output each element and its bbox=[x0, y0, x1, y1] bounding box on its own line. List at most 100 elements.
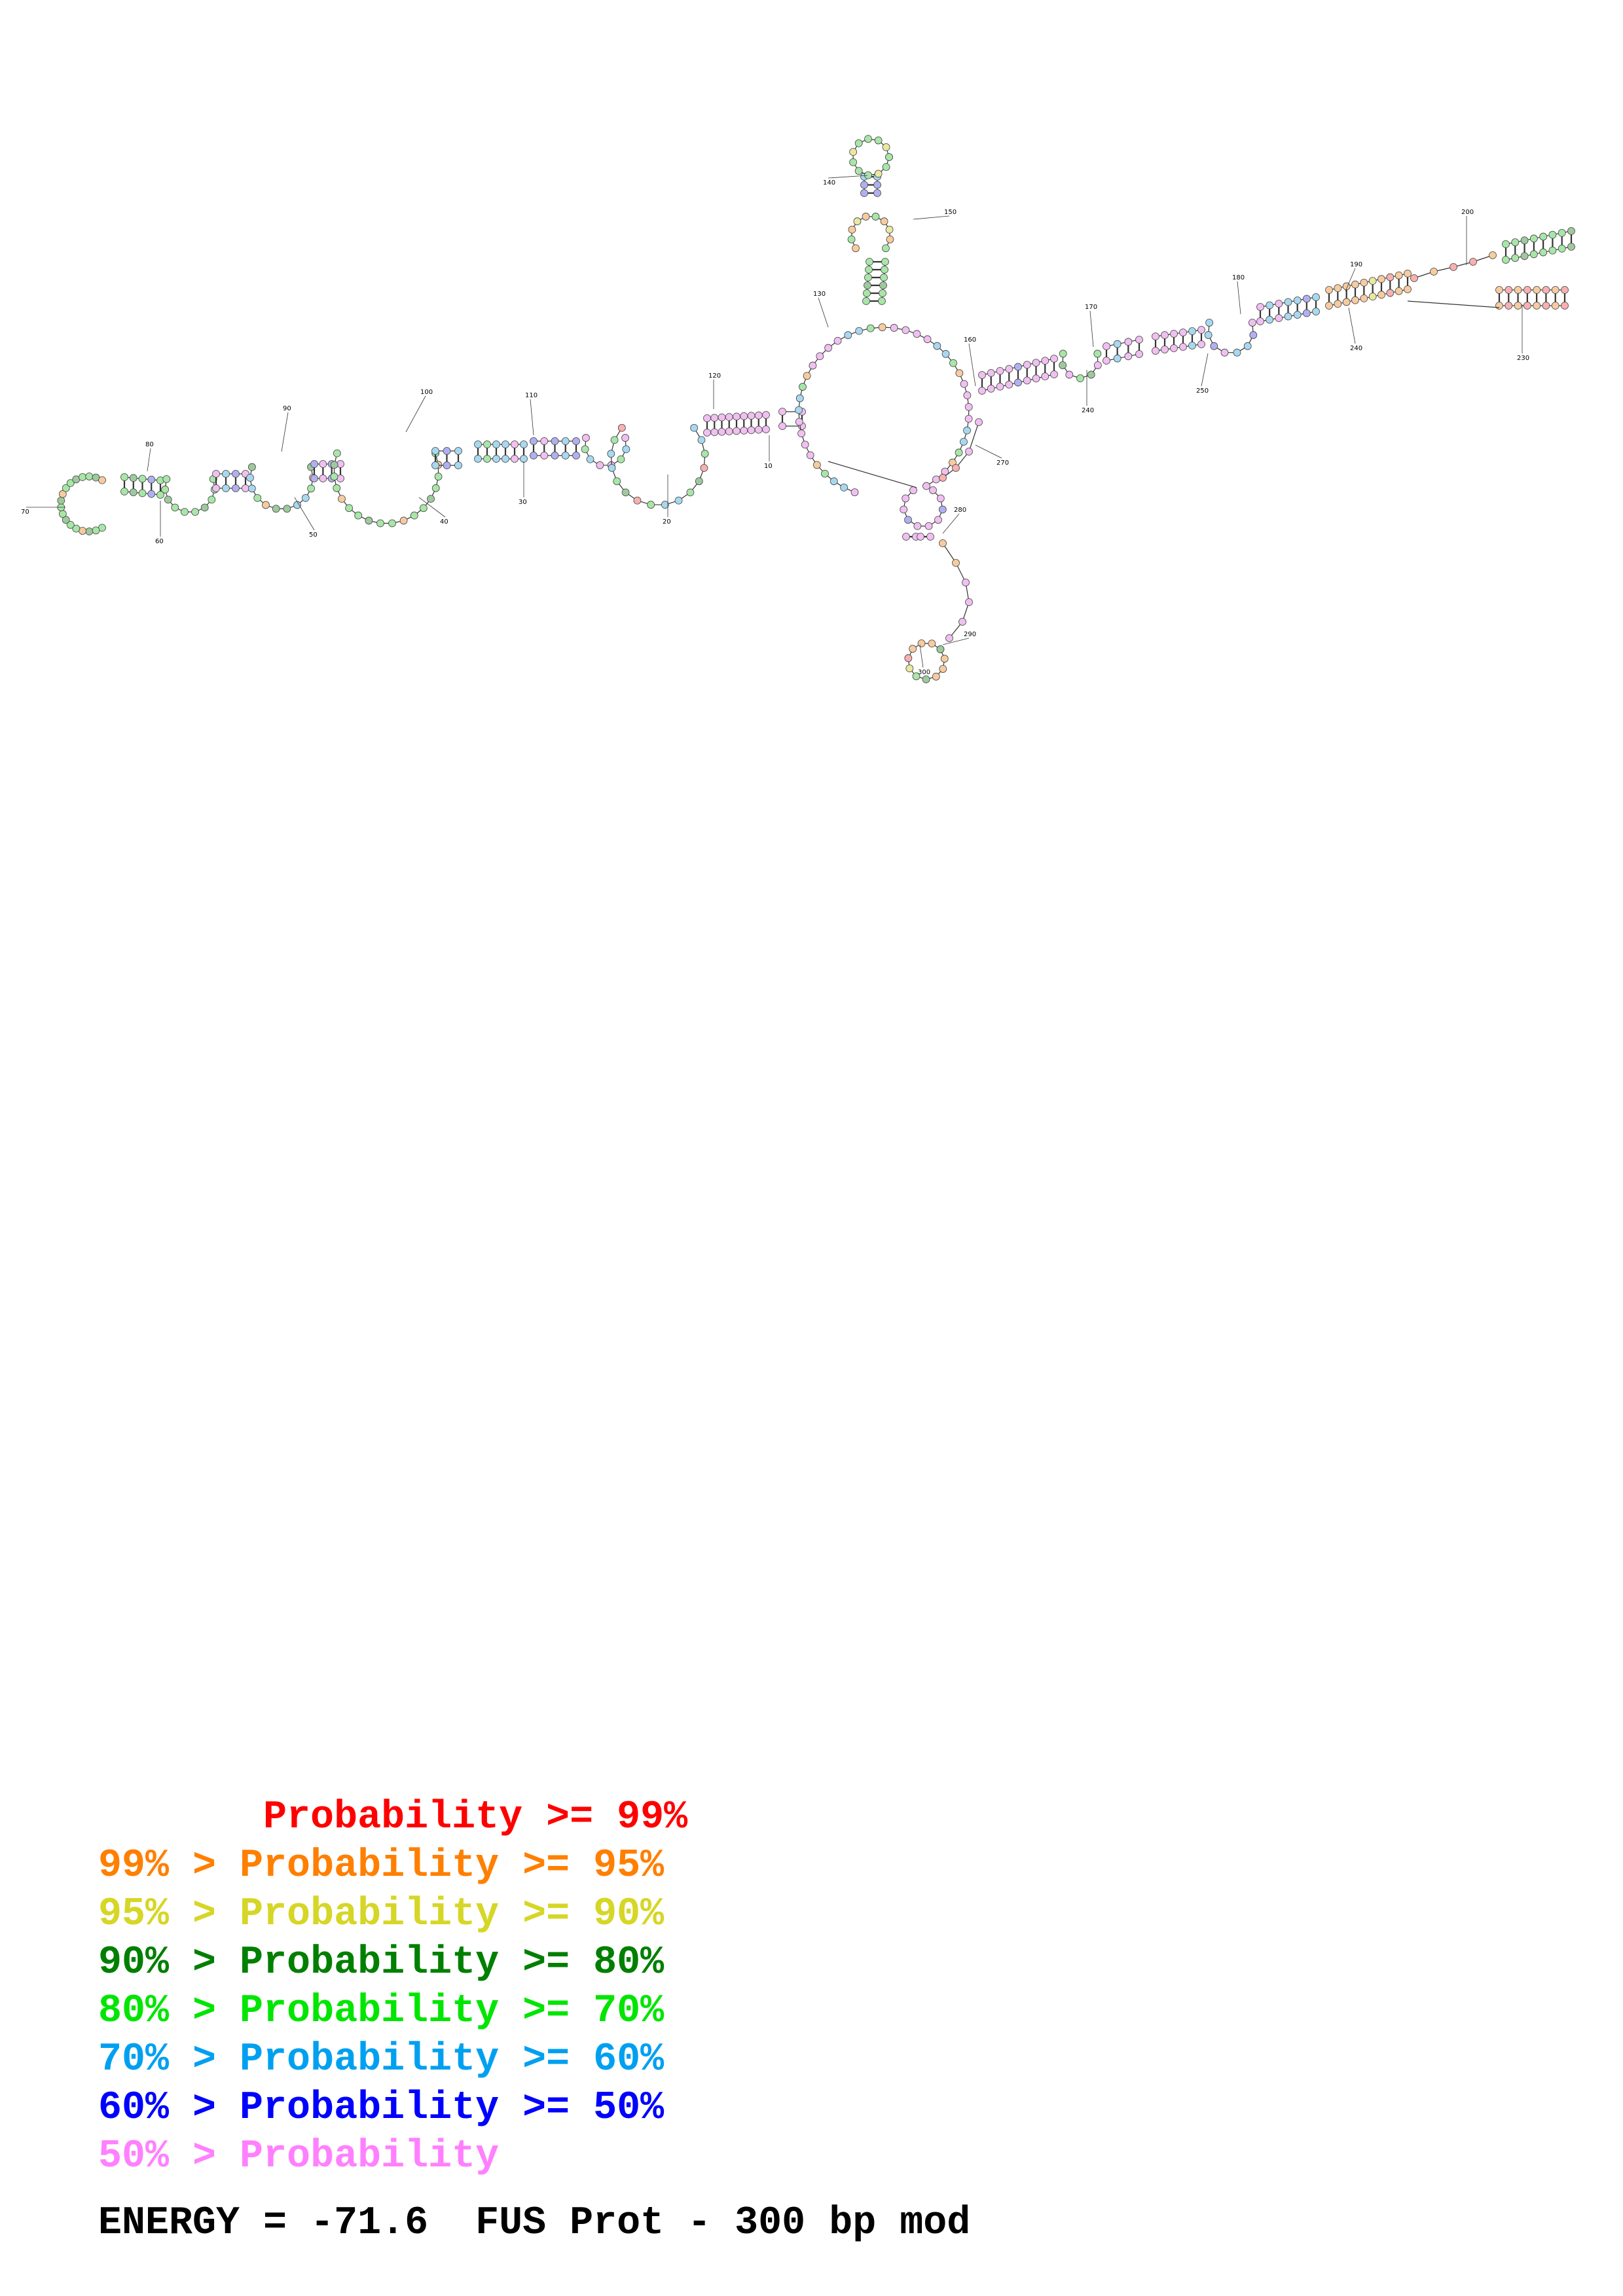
nucleotide bbox=[1334, 300, 1342, 308]
legend-row-ge99: Probability >= 99% bbox=[98, 1793, 687, 1842]
nucleotide bbox=[1523, 286, 1531, 294]
nucleotide bbox=[1248, 319, 1256, 327]
nucleotide bbox=[454, 461, 462, 469]
nucleotide bbox=[1076, 374, 1084, 382]
index-tick bbox=[828, 175, 868, 179]
nucleotide bbox=[572, 437, 580, 445]
nucleotide bbox=[1275, 300, 1283, 308]
nucleotide bbox=[272, 505, 280, 513]
nucleotide bbox=[864, 274, 872, 281]
nucleotide bbox=[733, 412, 740, 421]
nucleotide bbox=[949, 359, 957, 367]
nucleotide bbox=[1430, 268, 1438, 276]
nucleotide bbox=[1542, 286, 1550, 294]
nucleotide bbox=[904, 516, 912, 524]
nucleotide bbox=[964, 403, 973, 411]
nucleotide-index-label: 270 bbox=[996, 459, 1009, 467]
nucleotide bbox=[492, 440, 500, 448]
nucleotide bbox=[878, 323, 886, 331]
legend-row-ge95: 99% > Probability >= 95% bbox=[98, 1842, 664, 1890]
nucleotide bbox=[1539, 232, 1548, 241]
legend-prefix: 95% > bbox=[98, 1892, 240, 1937]
legend-row-ge50: 60% > Probability >= 50% bbox=[98, 2084, 664, 2132]
nucleotide bbox=[945, 634, 953, 642]
nucleotide bbox=[147, 475, 156, 484]
legend-label: Probability >= 95% bbox=[240, 1844, 665, 1888]
nucleotide bbox=[881, 258, 889, 266]
nucleotide bbox=[66, 520, 75, 529]
nucleotide bbox=[483, 455, 491, 463]
nucleotide-index-label: 190 bbox=[1350, 261, 1362, 268]
nucleotide bbox=[762, 411, 770, 419]
nucleotide bbox=[147, 490, 156, 498]
nucleotide bbox=[162, 475, 171, 483]
nucleotide bbox=[200, 503, 209, 512]
nucleotide bbox=[1179, 329, 1187, 336]
legend-row-ge70: 80% > Probability >= 70% bbox=[98, 1987, 664, 2036]
nucleotide bbox=[913, 522, 922, 530]
nucleotide bbox=[725, 427, 733, 436]
nucleotide bbox=[890, 324, 898, 332]
index-tick bbox=[942, 513, 960, 534]
nucleotide bbox=[222, 470, 230, 478]
nucleotide bbox=[1520, 236, 1529, 245]
nucleotide bbox=[860, 189, 868, 197]
index-tick bbox=[1348, 307, 1356, 344]
nucleotide bbox=[72, 524, 81, 533]
nucleotide bbox=[1005, 365, 1013, 373]
nucleotide bbox=[388, 519, 396, 528]
energy-value: -71.6 bbox=[310, 2201, 429, 2246]
nucleotide bbox=[399, 516, 408, 525]
nucleotide bbox=[62, 516, 70, 524]
nucleotide bbox=[1188, 327, 1196, 335]
index-tick bbox=[919, 644, 924, 668]
nucleotide bbox=[917, 639, 926, 647]
nucleotide bbox=[932, 672, 940, 681]
nucleotide bbox=[703, 414, 711, 422]
nucleotide bbox=[283, 505, 291, 513]
nucleotide bbox=[1161, 346, 1169, 353]
nucleotide bbox=[952, 559, 960, 567]
nucleotide bbox=[1135, 350, 1143, 358]
nucleotide bbox=[1386, 273, 1395, 281]
nucleotide bbox=[1170, 330, 1178, 338]
nucleotide bbox=[1523, 302, 1531, 310]
nucleotide bbox=[1469, 258, 1477, 266]
nucleotide bbox=[686, 488, 695, 497]
nucleotide bbox=[474, 440, 482, 448]
nucleotide bbox=[596, 461, 604, 469]
nucleotide bbox=[1520, 252, 1529, 260]
nucleotide bbox=[855, 327, 864, 335]
nucleotide bbox=[247, 463, 256, 471]
nucleotide bbox=[610, 436, 619, 444]
nucleotide bbox=[939, 474, 947, 482]
nucleotide bbox=[1533, 286, 1541, 294]
nucleotide bbox=[1558, 228, 1566, 237]
nucleotide bbox=[293, 501, 301, 509]
nucleotide bbox=[1204, 331, 1213, 339]
nucleotide bbox=[319, 460, 327, 468]
nucleotide bbox=[1050, 355, 1058, 363]
nucleotide bbox=[1567, 227, 1575, 235]
legend-label: Probability >= 60% bbox=[240, 2037, 665, 2082]
nucleotide bbox=[120, 488, 128, 495]
nucleotide bbox=[1249, 331, 1258, 339]
nucleotide bbox=[902, 326, 910, 334]
nucleotide bbox=[1152, 332, 1159, 340]
nucleotide bbox=[1533, 302, 1541, 310]
nucleotide bbox=[410, 511, 418, 520]
nucleotide bbox=[1014, 378, 1022, 387]
nucleotide bbox=[882, 163, 890, 171]
nucleotide bbox=[795, 406, 803, 414]
nucleotide bbox=[1256, 303, 1264, 311]
nucleotide bbox=[1059, 361, 1067, 369]
nucleotide bbox=[987, 368, 995, 377]
nucleotide bbox=[617, 423, 626, 432]
nucleotide bbox=[191, 508, 199, 516]
index-tick bbox=[1089, 310, 1094, 348]
nucleotide bbox=[376, 519, 384, 528]
nucleotide bbox=[941, 350, 950, 358]
nucleotide bbox=[551, 452, 559, 459]
nucleotide bbox=[871, 213, 880, 221]
nucleotide-index-label: 300 bbox=[918, 669, 930, 676]
